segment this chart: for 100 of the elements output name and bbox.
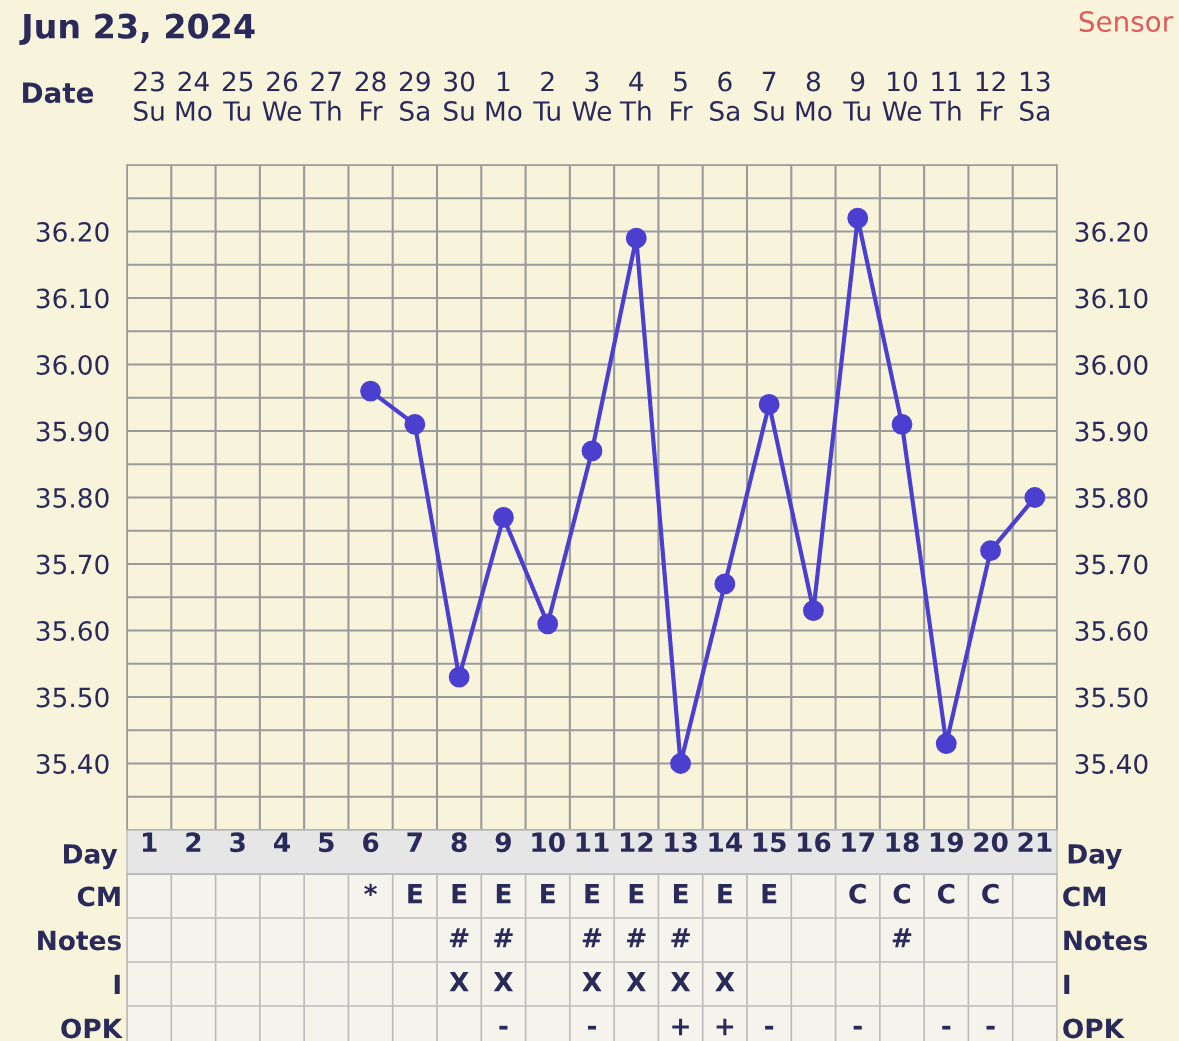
x-tick-label: 5 Fr (671, 71, 693, 121)
text: E (496, 884, 511, 904)
x-tick-label: 8 Mo (796, 71, 832, 121)
point (404, 413, 426, 435)
x-tick-label: 25 Tu (222, 71, 253, 121)
y-tick-label: OPK (61, 1018, 123, 1039)
x-tick-label: 1 Mo (486, 71, 522, 121)
point (493, 507, 514, 528)
text: X (670, 972, 691, 992)
x-tick-label: 6 (363, 832, 379, 853)
x-tick-label: 9 Tu (843, 71, 870, 121)
text: Sensor (1079, 10, 1174, 32)
point (360, 380, 381, 402)
point (847, 207, 869, 229)
text: C (893, 883, 910, 904)
x-tick-label: 10 (532, 832, 565, 853)
text: - (986, 1025, 995, 1030)
text: E (452, 884, 467, 904)
x-tick-label: 18 (886, 832, 919, 853)
point (537, 613, 559, 635)
x-tick-label: 9 (495, 832, 511, 853)
y-tick-label: I (114, 974, 120, 995)
y-tick-label: 36.20 (36, 221, 109, 242)
point (1024, 487, 1046, 508)
y-tick-label: Notes (38, 930, 121, 951)
text: X (715, 972, 735, 992)
x-tick-label: 29 Sa (400, 71, 430, 121)
x-tick-label: 15 (753, 832, 786, 853)
point (891, 413, 913, 435)
text: # (494, 928, 513, 948)
y2-tick-label: 36.00 (1075, 354, 1148, 375)
text: E (585, 884, 600, 904)
y2-tick-label: 36.20 (1075, 221, 1148, 242)
text: - (499, 1025, 508, 1030)
y2-tick-label: 35.60 (1075, 620, 1148, 641)
y-tick-label: 35.90 (36, 421, 109, 442)
x-tick-label: 11 Th (929, 71, 961, 121)
x-axis-title: Day (64, 844, 118, 870)
x-tick-label: 7 (407, 832, 422, 852)
y2-tick-label: Notes (1064, 930, 1148, 951)
x-tick-label: 3 (230, 832, 245, 853)
x-tick-label: 13 Sa (1020, 71, 1050, 121)
y-tick-label: CM (77, 886, 120, 907)
text: # (627, 928, 646, 948)
x-tick-label: 14 (709, 832, 743, 852)
text: Day (1068, 844, 1122, 870)
y2-tick-label: 36.10 (1075, 288, 1148, 309)
point (625, 227, 647, 249)
y2-tick-label: 35.80 (1075, 487, 1148, 508)
x-axis-title: Date (23, 82, 94, 104)
x-tick-label: 16 (798, 832, 831, 853)
y2-tick-label: 35.70 (1075, 554, 1148, 575)
x-tick-label: 20 (974, 832, 1008, 853)
point (935, 733, 957, 754)
point (448, 666, 470, 688)
x-tick-label: 13 (665, 832, 697, 853)
y2-tick-label: I (1064, 974, 1070, 995)
x-tick-label: 17 (842, 832, 874, 852)
text: X (582, 972, 602, 992)
point (670, 753, 691, 774)
x-tick-label: 26 We (262, 71, 301, 121)
text: E (408, 884, 422, 904)
text: X (493, 972, 514, 992)
y-tick-label: 35.40 (36, 753, 109, 774)
text: X (449, 972, 469, 992)
point (714, 573, 736, 595)
text: X (626, 972, 646, 992)
y2-tick-label: 35.40 (1075, 753, 1148, 774)
x-tick-label: 7 Su (754, 71, 784, 121)
text: - (942, 1025, 951, 1030)
x-tick-label: 28 Fr (355, 71, 386, 121)
y-tick-label: 36.00 (36, 354, 109, 375)
x-tick-label: 12 (620, 832, 653, 852)
x-tick-label: 19 (930, 832, 963, 853)
text: E (718, 884, 732, 904)
text: - (853, 1025, 862, 1030)
y-tick-label: 35.60 (36, 620, 109, 641)
x-tick-label: 21 (1018, 832, 1052, 852)
text: E (673, 884, 688, 904)
point (758, 393, 780, 415)
x-tick-label: 30 Su (444, 71, 475, 121)
text: C (849, 883, 866, 904)
x-tick-label: 11 (576, 832, 609, 852)
text: - (587, 1025, 597, 1030)
x-tick-label: 4 (274, 832, 290, 852)
text: + (716, 1018, 734, 1036)
x-tick-label: 1 (142, 832, 157, 852)
x-tick-label: 10 We (882, 71, 921, 121)
x-tick-label: 24 Mo (176, 71, 212, 121)
x-tick-label: 5 (319, 832, 334, 853)
text: - (765, 1025, 774, 1030)
y2-tick-label: 35.90 (1075, 421, 1148, 442)
y-tick-label: 35.80 (36, 487, 109, 508)
text: # (671, 928, 690, 948)
text: E (762, 884, 777, 904)
chart-title: Jun 23, 2024 (19, 13, 255, 46)
y-tick-label: 35.70 (36, 554, 109, 575)
text: E (629, 884, 644, 904)
x-tick-label: 12 Fr (976, 71, 1005, 121)
x-tick-label: 2 (186, 832, 201, 852)
